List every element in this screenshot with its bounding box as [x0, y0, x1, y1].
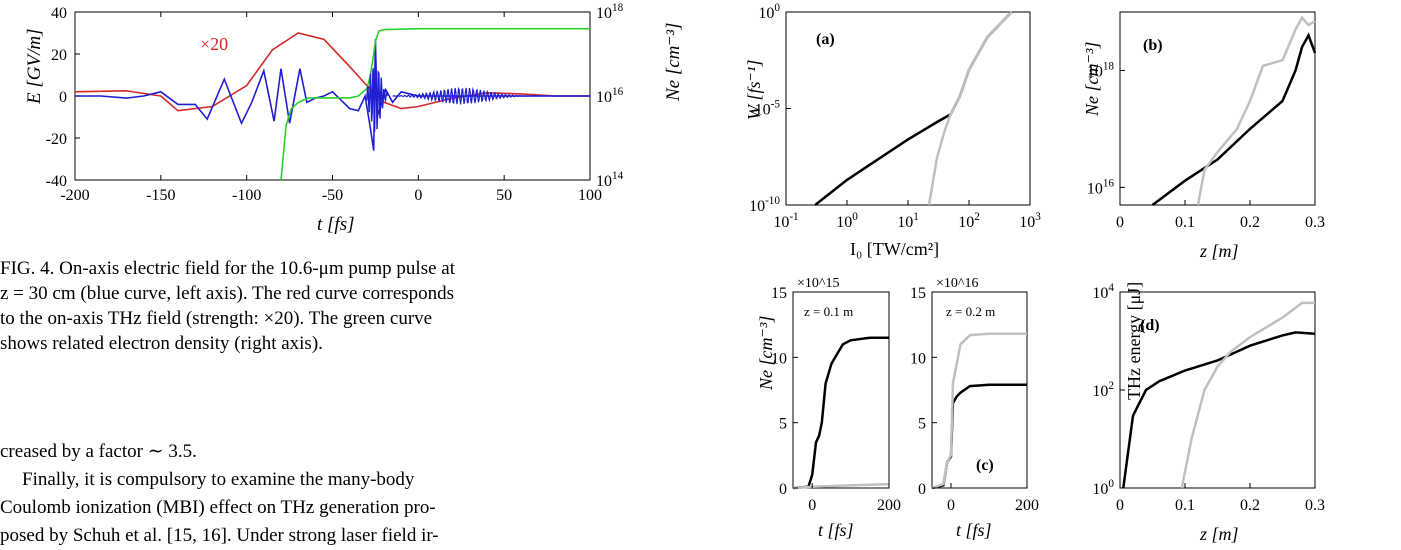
x-tick-label: 0.1	[1175, 214, 1195, 231]
y-tick-label: 15	[910, 285, 926, 302]
y-tick-label: 104	[1092, 282, 1114, 302]
x-tick-label: 100	[836, 211, 858, 231]
y-tick-label: 100	[758, 2, 780, 22]
panel-c2-x-label: t [fs]	[956, 520, 992, 540]
y-tick-label: 1016	[1087, 177, 1115, 197]
x-tick-label: 0.2	[1240, 214, 1260, 231]
series-line	[814, 11, 1013, 206]
figure-4-chart: -200 -150 -100 -50 0 50 100 40 20 0 -20 -40 1018 1016…	[24, 2, 684, 235]
y-tick-label: 0	[918, 481, 926, 498]
series-line	[792, 336, 889, 490]
y-tick-label: -40	[46, 173, 67, 190]
x-tick-label: -200	[60, 187, 89, 204]
y-tick-label: 20	[51, 47, 67, 64]
x-tick-label: 102	[958, 211, 980, 231]
y-tick-label: 10-5	[755, 99, 781, 119]
x-tick-label: 0	[414, 187, 422, 204]
series-line	[1122, 331, 1316, 489]
series-line	[1196, 15, 1316, 206]
panel-a-y-label: W [fs⁻¹]	[744, 60, 764, 120]
body-line: creased by a factor ∼ 3.5.	[0, 441, 197, 462]
series-line	[792, 482, 890, 490]
y-tick-label: 10	[910, 350, 926, 367]
series-line	[931, 332, 1027, 490]
x-tick-label: 200	[877, 497, 901, 514]
x-tick-label: -150	[146, 187, 175, 204]
x-tick-label: 103	[1019, 211, 1041, 231]
caption-line: to the on-axis THz field (strength: ×20)…	[0, 308, 433, 329]
y-tick-label: -20	[46, 131, 67, 148]
caption-line: z = 30 cm (blue curve, left axis). The r…	[0, 283, 455, 304]
panel-b-frame	[1119, 11, 1316, 206]
panel-a-x-label: I₀ [TW/cm²]	[850, 239, 939, 259]
y-tick-label: 102	[1092, 380, 1114, 400]
panel-b-y-label: Ne [cm⁻³]	[1082, 42, 1102, 117]
x-tick-label: 0	[947, 497, 955, 514]
x-tick-label: 0.1	[1175, 497, 1195, 514]
y-tick-label: 1018	[1087, 60, 1115, 80]
panel-a-label: (a)	[816, 31, 835, 48]
y-tick-label: 0	[779, 481, 787, 498]
panel-b-label: (b)	[1143, 37, 1163, 54]
y-right-tick-label: 1018	[596, 2, 624, 22]
x-tick-label: 50	[496, 187, 512, 204]
y-right-tick-label: 1016	[596, 86, 624, 106]
body-line: Coulomb ionization (MBI) effect on THz g…	[0, 497, 436, 518]
series-line	[1151, 32, 1317, 207]
panel-c-label: (c)	[976, 457, 994, 474]
x-tick-label: 0.3	[1305, 214, 1325, 231]
x-tick-label: 10-1	[773, 211, 798, 231]
y-tick-label: 0	[59, 89, 67, 106]
panel-c1-x-label: t [fs]	[818, 520, 854, 540]
panel-c1-annotation: z = 0.1 m	[804, 304, 853, 319]
series-burst	[392, 86, 590, 105]
figure-4-x-axis-label: t [fs]	[317, 214, 355, 235]
x-tick-label: -100	[232, 187, 261, 204]
series-line	[74, 32, 590, 112]
panel-d-label: (d)	[1140, 317, 1160, 334]
x-tick-label: 100	[578, 187, 602, 204]
x-tick-label: 0.3	[1305, 497, 1325, 514]
figure-4-annotation: ×20	[200, 34, 228, 54]
series-line	[1180, 301, 1315, 489]
panel-c1-multiplier: ×10^15	[797, 276, 839, 291]
panel-d-x-label: z [m]	[1199, 524, 1239, 544]
panel-c2-annotation: z = 0.2 m	[946, 304, 995, 319]
y-tick-label: 5	[779, 416, 787, 433]
y-tick-label: 10-10	[749, 195, 780, 215]
caption-line: FIG. 4. On-axis electric field for the 1…	[0, 258, 455, 279]
x-tick-label: 200	[1015, 497, 1039, 514]
y-tick-label: 10	[771, 350, 787, 367]
panel-c1-y-label: Ne [cm⁻³]	[756, 316, 776, 391]
x-tick-label: 101	[897, 211, 919, 231]
figure-4-left-axis-label: E [GV/m]	[24, 29, 45, 105]
body-line: Finally, it is compulsory to examine the…	[22, 469, 415, 490]
body-text: creased by a factor ∼ 3.5. Finally, it i…	[0, 438, 690, 550]
series-line	[280, 27, 590, 181]
figure-5-chart: (a) W [fs⁻¹] I₀ [TW/cm²] 10-1 100 101 102 10…	[744, 2, 1325, 544]
x-tick-label: 0	[1116, 497, 1124, 514]
body-line: posed by Schuh et al. [15, 16]. Under st…	[0, 525, 439, 546]
y-right-tick-label: 1014	[596, 170, 624, 190]
figure-4-caption: FIG. 4. On-axis electric field for the 1…	[0, 256, 690, 356]
figure-4-right-axis-label: Ne [cm⁻³]	[663, 22, 684, 102]
x-tick-label: 0	[1116, 214, 1124, 231]
x-tick-label: 0	[808, 497, 816, 514]
x-tick-label: 0.2	[1240, 497, 1260, 514]
panel-c2-multiplier: ×10^16	[936, 276, 978, 291]
panel-d-y-label: THz energy [μJ]	[1124, 282, 1144, 400]
y-tick-label: 15	[771, 285, 787, 302]
series-burst	[366, 58, 388, 132]
y-tick-label: 5	[918, 416, 926, 433]
x-tick-label: -50	[322, 187, 343, 204]
y-tick-label: 100	[1092, 478, 1114, 498]
panel-c2-frame	[931, 291, 1028, 489]
series-line	[927, 11, 1013, 206]
y-tick-label: 40	[51, 5, 67, 22]
panel-c1-frame	[792, 291, 890, 489]
panel-b-x-label: z [m]	[1199, 241, 1239, 261]
caption-line: shows related electron density (right ax…	[0, 333, 323, 354]
